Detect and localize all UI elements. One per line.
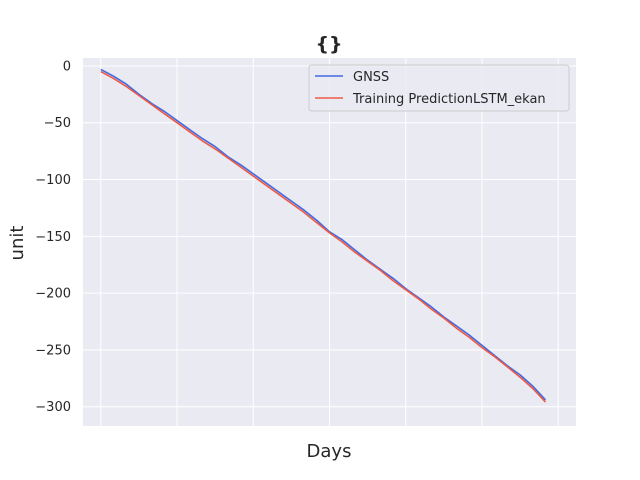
series-line-1 xyxy=(100,70,547,403)
y-tick-label: −200 xyxy=(35,287,71,302)
y-tick-label: 0 xyxy=(63,59,71,74)
legend: GNSS Training PredictionLSTM_ekan xyxy=(308,64,570,112)
series-lines xyxy=(100,68,547,403)
legend-box xyxy=(308,64,570,112)
y-axis-label: unit xyxy=(7,226,28,261)
chart-title: {} xyxy=(315,33,342,55)
grid xyxy=(83,58,576,426)
x-axis-label: Days xyxy=(307,441,352,462)
legend-label-gnss: GNSS xyxy=(353,70,389,85)
y-tick-labels: 0 −50 −100 −150 −200 −250 −300 xyxy=(35,59,71,415)
series-line-0 xyxy=(100,68,547,401)
legend-label-training-prediction: Training PredictionLSTM_ekan xyxy=(352,92,546,107)
y-tick-label: −100 xyxy=(35,173,71,188)
y-tick-label: −150 xyxy=(35,230,71,245)
y-tick-label: −250 xyxy=(35,343,71,358)
y-tick-label: −300 xyxy=(35,400,71,415)
y-tick-label: −50 xyxy=(44,116,71,131)
